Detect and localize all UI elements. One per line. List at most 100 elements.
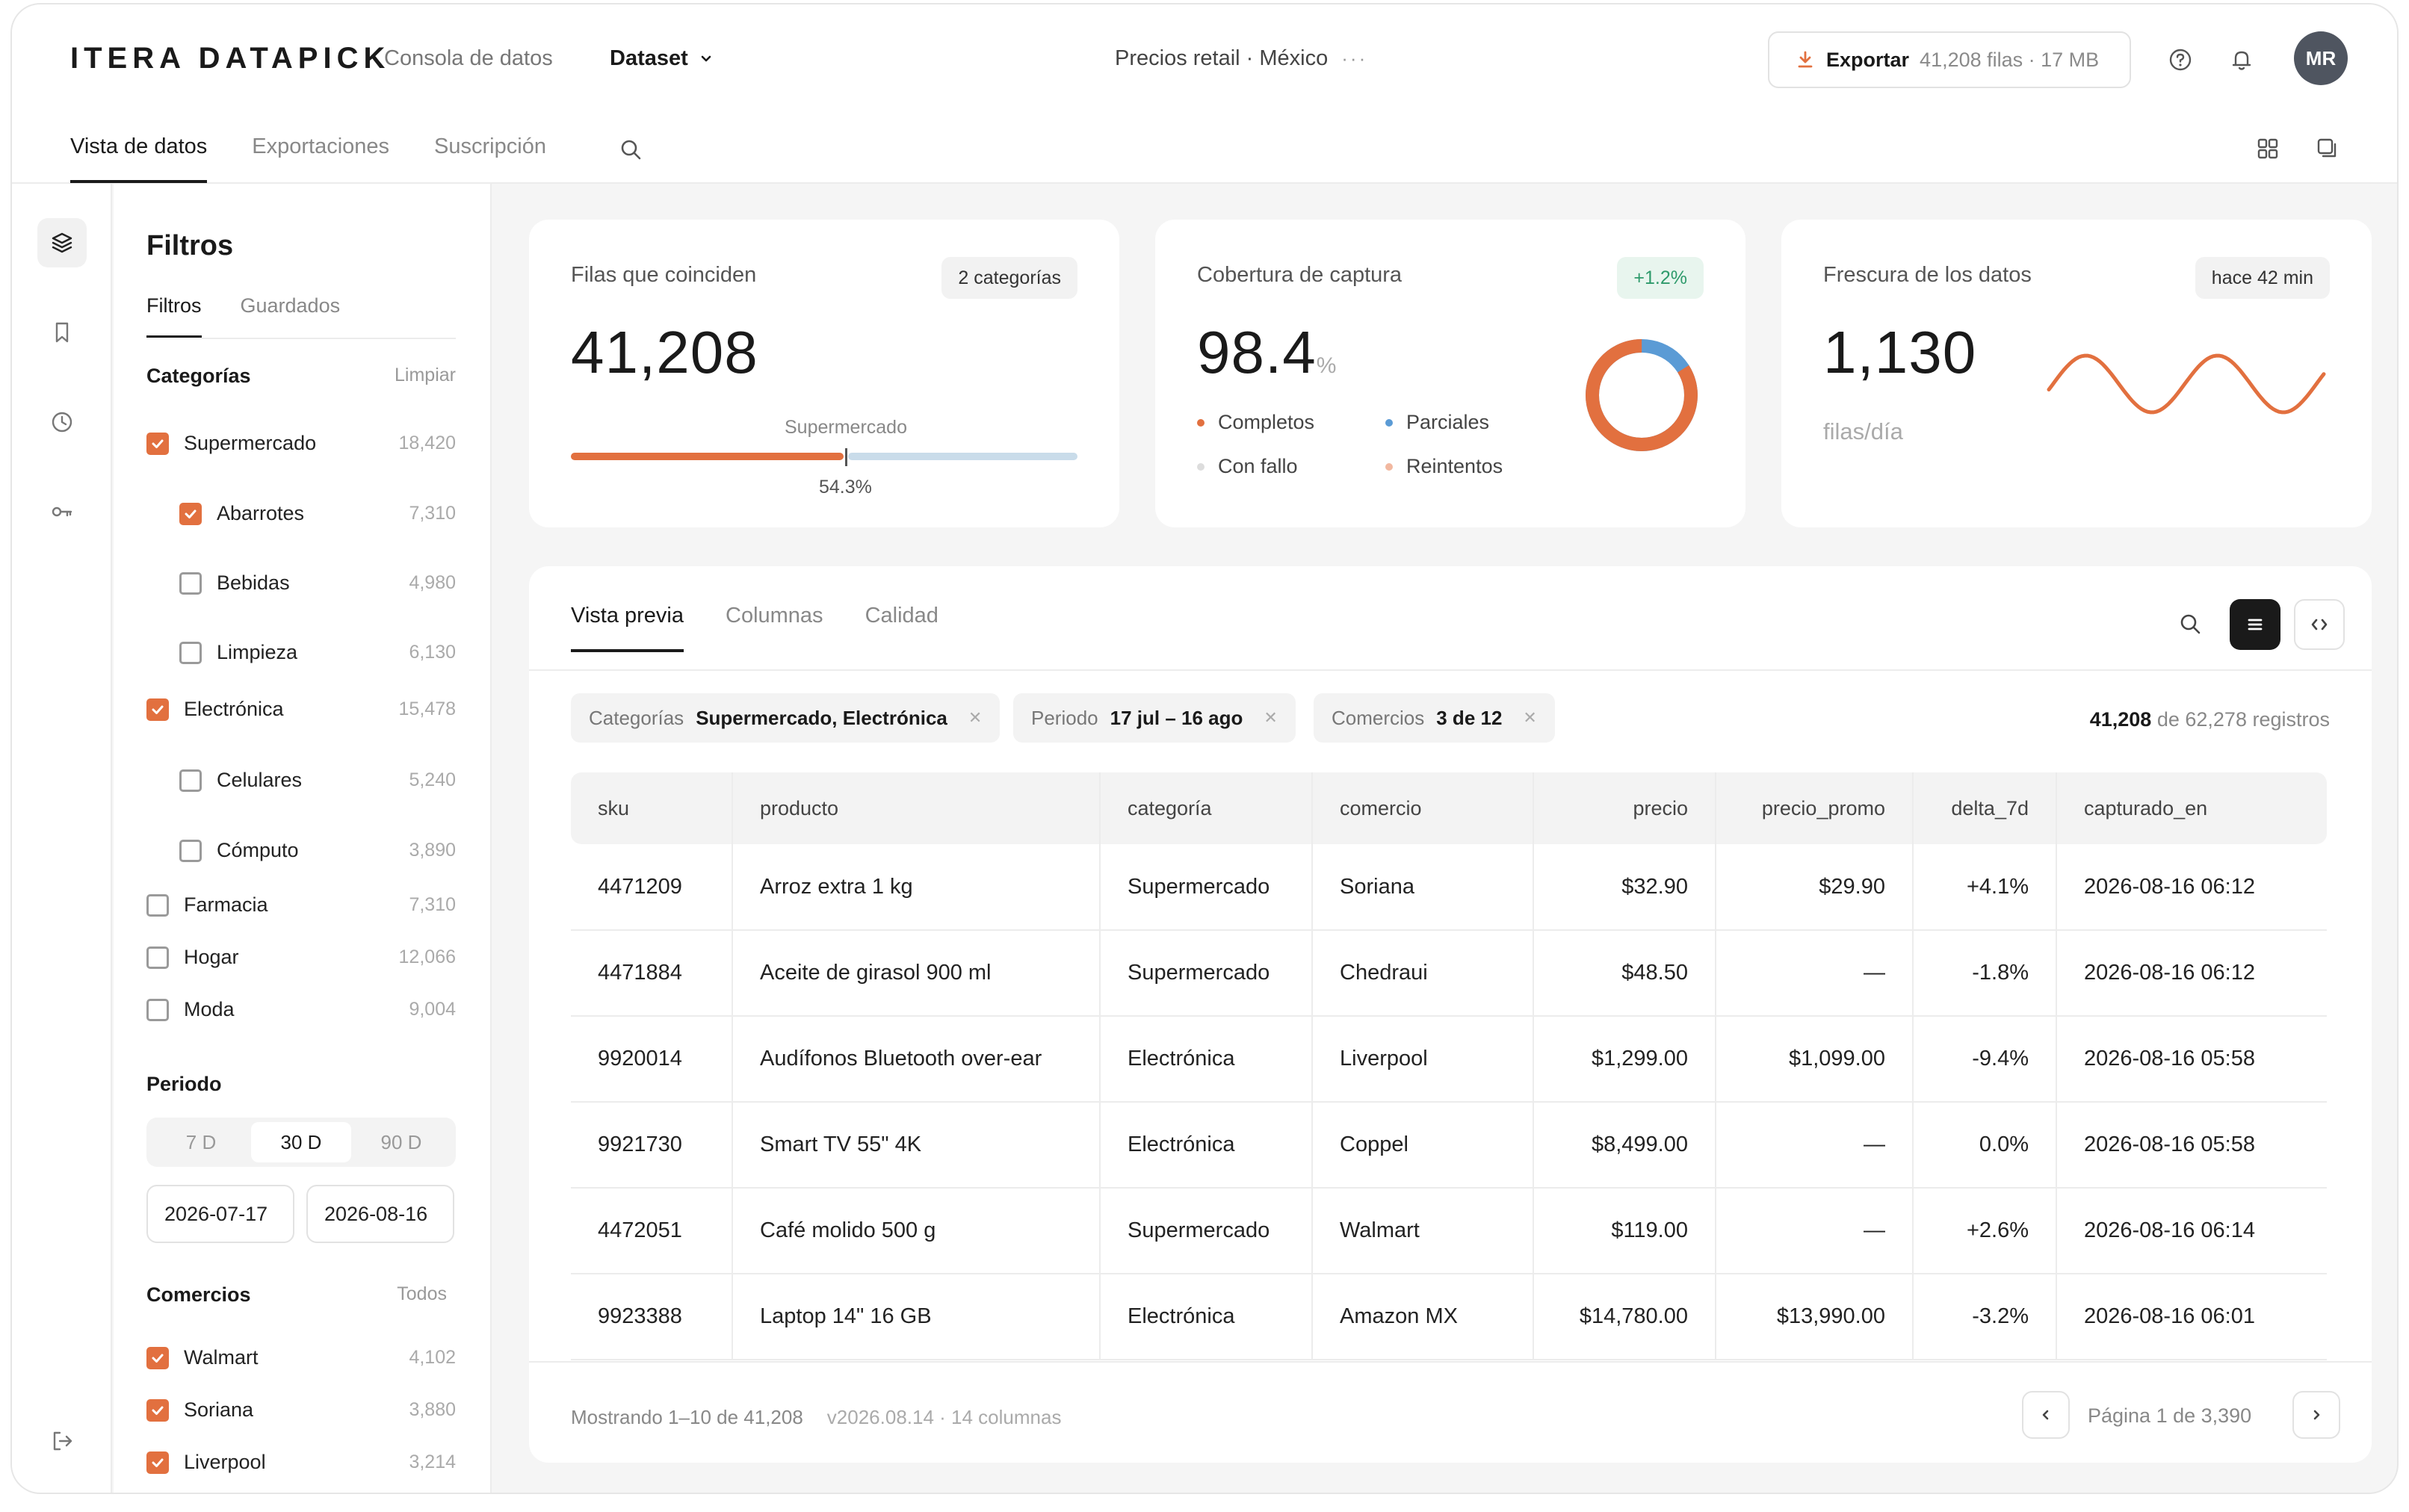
store-item[interactable]: Walmart 4,102 <box>146 1346 456 1369</box>
category-checkbox[interactable] <box>179 502 202 525</box>
bookmark-icon[interactable] <box>37 308 87 357</box>
category-item[interactable]: Hogar 12,066 <box>146 946 456 969</box>
records-count-value: 41,208 <box>2089 708 2152 731</box>
user-avatar[interactable]: MR <box>2294 31 2348 85</box>
chip-comercios[interactable]: Comercios 3 de 12 ✕ <box>1314 693 1555 743</box>
category-checkbox[interactable] <box>146 432 169 455</box>
table-row[interactable]: 4471884 Aceite de girasol 900 ml Supermerc… <box>571 930 2327 1017</box>
category-checkbox[interactable] <box>146 946 169 969</box>
tab-vista-de-datos[interactable]: Vista de datos <box>70 134 208 183</box>
tab-columnas[interactable]: Columnas <box>726 604 823 628</box>
next-page-button[interactable] <box>2292 1391 2340 1439</box>
tab-guardados[interactable]: Guardados <box>240 294 341 317</box>
store-item[interactable]: Liverpool 3,214 <box>146 1451 456 1474</box>
category-item[interactable]: Cómputo 3,890 <box>179 839 456 862</box>
table-row[interactable]: 4472051 Café molido 500 g Supermercado Walm… <box>571 1188 2327 1274</box>
store-checkbox[interactable] <box>146 1398 169 1422</box>
cell-categoria: Supermercado <box>1100 1188 1313 1274</box>
tab-exportaciones[interactable]: Exportaciones <box>252 134 390 158</box>
category-item[interactable]: Limpieza 6,130 <box>179 641 456 664</box>
col-comercio[interactable]: comercio <box>1312 772 1534 844</box>
filters-tabs: Filtros Guardados <box>146 294 456 339</box>
category-checkbox[interactable] <box>146 998 169 1021</box>
top-header: ITERA DATAPICK Consola de datos Dataset … <box>12 4 2397 184</box>
dataset-title-text: Precios retail · México <box>1115 46 1329 70</box>
period-7d[interactable]: 7 D <box>185 1130 217 1153</box>
category-item[interactable]: Electrónica 15,478 <box>146 698 456 721</box>
cell-capturado-en: 2026-08-16 05:58 <box>2056 1016 2327 1103</box>
chip-periodo[interactable]: Periodo 17 jul – 16 ago ✕ <box>1013 693 1296 743</box>
more-options-icon[interactable]: ··· <box>1341 47 1368 69</box>
bell-icon[interactable] <box>2228 46 2255 73</box>
store-checkbox[interactable] <box>146 1346 169 1369</box>
category-checkbox[interactable] <box>179 571 202 595</box>
period-30d[interactable]: 30 D <box>251 1122 351 1162</box>
code-view-icon[interactable] <box>2294 599 2345 650</box>
kpi-coverage-label: Cobertura de captura <box>1197 263 1403 287</box>
col-precio-promo[interactable]: precio_promo <box>1716 772 1914 844</box>
col-capturado-en[interactable]: capturado_en <box>2056 772 2327 844</box>
table-row[interactable]: 9920014 Audífonos Bluetooth over-ear Elect… <box>571 1016 2327 1103</box>
category-checkbox[interactable] <box>146 698 169 721</box>
col-categoria[interactable]: categoría <box>1100 772 1313 844</box>
category-item[interactable]: Supermercado 18,420 <box>146 432 456 455</box>
category-item[interactable]: Bebidas 4,980 <box>179 571 456 595</box>
category-item[interactable]: Abarrotes 7,310 <box>179 502 456 525</box>
clear-categories-link[interactable]: Limpiar <box>395 365 456 385</box>
category-item[interactable]: Moda 9,004 <box>146 998 456 1021</box>
table-search-icon[interactable] <box>2165 599 2216 650</box>
date-to-input[interactable]: 2026-08-16 <box>306 1185 454 1243</box>
col-producto[interactable]: producto <box>732 772 1101 844</box>
col-precio[interactable]: precio <box>1533 772 1716 844</box>
grid-view-icon[interactable] <box>2255 136 2282 163</box>
history-icon[interactable] <box>37 397 87 447</box>
app-window: ITERA DATAPICK Consola de datos Dataset … <box>10 3 2399 1494</box>
category-checkbox[interactable] <box>179 641 202 664</box>
console-link[interactable]: Consola de datos <box>384 46 553 70</box>
category-item[interactable]: Celulares 5,240 <box>179 769 456 792</box>
tab-suscripcion[interactable]: Suscripción <box>434 134 546 158</box>
category-item[interactable]: Farmacia 7,310 <box>146 893 456 917</box>
date-from-input[interactable]: 2026-07-17 <box>146 1185 294 1243</box>
store-item[interactable]: Soriana 3,880 <box>146 1398 456 1422</box>
col-delta-7d[interactable]: delta_7d <box>1913 772 2057 844</box>
period-90d[interactable]: 90 D <box>380 1130 422 1153</box>
cell-capturado-en: 2026-08-16 06:14 <box>2056 1188 2327 1274</box>
export-button[interactable]: Exportar 41,208 filas · 17 MB <box>1768 31 2131 88</box>
stores-all-link[interactable]: Todos <box>397 1283 447 1304</box>
category-checkbox[interactable] <box>179 839 202 862</box>
logout-icon[interactable] <box>37 1416 87 1466</box>
dataset-dropdown[interactable]: Dataset <box>610 46 714 71</box>
store-checkbox[interactable] <box>146 1451 169 1474</box>
layers-icon[interactable] <box>37 218 87 267</box>
cell-categoria: Electrónica <box>1100 1016 1313 1103</box>
table-row[interactable]: 9923388 Laptop 14" 16 GB Electrónica Amazon… <box>571 1274 2327 1360</box>
key-icon[interactable] <box>37 487 87 536</box>
category-checkbox[interactable] <box>146 893 169 917</box>
list-view-icon[interactable] <box>2230 599 2280 650</box>
col-sku[interactable]: sku <box>571 772 733 844</box>
legend-label: Completos <box>1218 411 1315 433</box>
table-row[interactable]: 9921730 Smart TV 55" 4K Electrónica Coppel $… <box>571 1102 2327 1189</box>
cell-delta-7d: +4.1% <box>1913 844 2057 931</box>
prev-page-button[interactable] <box>2022 1391 2070 1439</box>
tab-vista-previa[interactable]: Vista previa <box>571 604 684 652</box>
period-header: Periodo <box>146 1073 456 1096</box>
tab-filtros[interactable]: Filtros <box>146 294 202 338</box>
category-checkbox[interactable] <box>179 769 202 792</box>
chip-categorias[interactable]: Categorías Supermercado, Electrónica ✕ <box>571 693 1001 743</box>
categories-title: Categorías <box>146 365 251 387</box>
table-row[interactable]: 4471209 Arroz extra 1 kg Supermercado Soria… <box>571 844 2327 931</box>
category-label: Hogar <box>184 946 239 968</box>
close-icon[interactable]: ✕ <box>1523 708 1537 727</box>
category-count: 5,240 <box>409 769 456 790</box>
close-icon[interactable]: ✕ <box>1264 708 1278 727</box>
search-icon[interactable] <box>619 137 644 163</box>
help-icon[interactable] <box>2167 46 2194 73</box>
close-icon[interactable]: ✕ <box>968 708 983 727</box>
store-count: 4,102 <box>409 1347 456 1368</box>
tab-calidad[interactable]: Calidad <box>865 604 938 628</box>
legend-dot <box>1385 418 1393 427</box>
store-label: Walmart <box>184 1346 259 1369</box>
copy-icon[interactable] <box>2315 136 2342 163</box>
